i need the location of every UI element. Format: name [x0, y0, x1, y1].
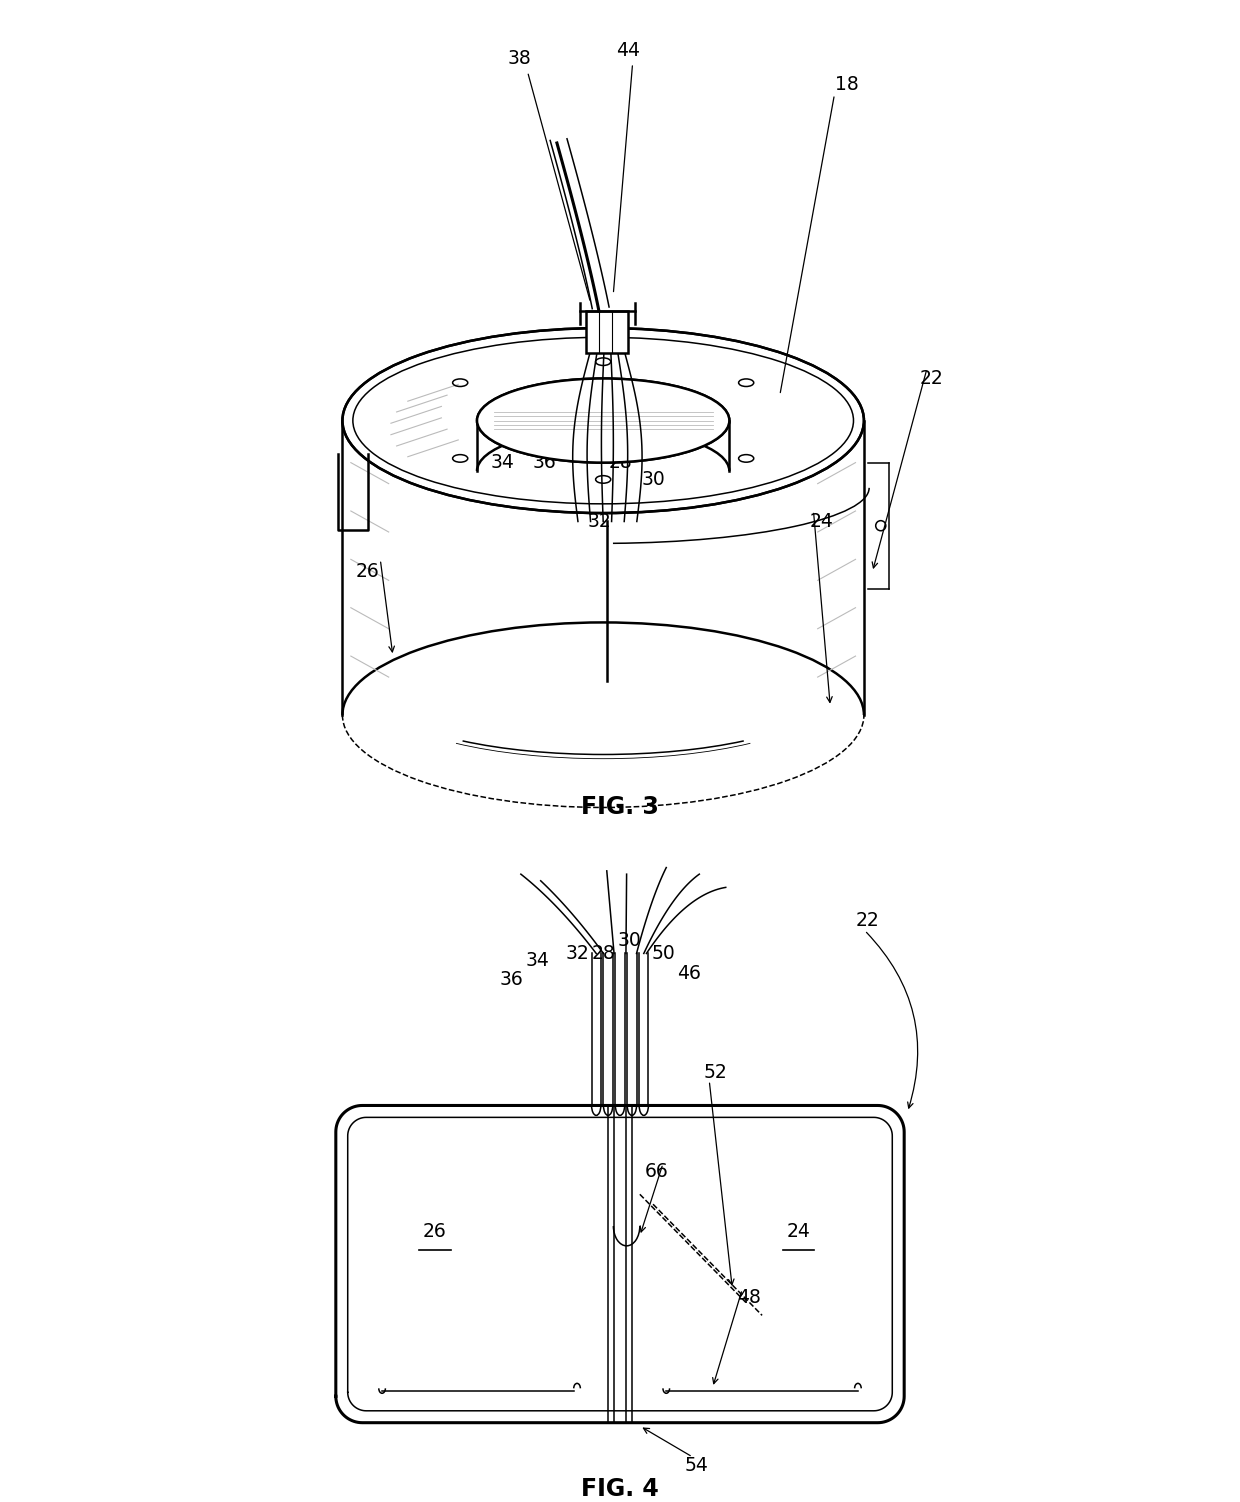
Text: 30: 30	[618, 931, 642, 949]
Text: 34: 34	[490, 454, 515, 472]
Text: 32: 32	[565, 943, 589, 963]
Text: 54: 54	[684, 1455, 708, 1475]
Text: 52: 52	[704, 1063, 728, 1081]
Ellipse shape	[342, 327, 864, 514]
Text: 36: 36	[498, 970, 523, 990]
Text: 66: 66	[645, 1163, 668, 1181]
Text: 46: 46	[677, 964, 702, 982]
Text: 22: 22	[856, 910, 879, 930]
Text: 24: 24	[810, 512, 833, 532]
Text: 18: 18	[836, 75, 859, 93]
Ellipse shape	[477, 379, 729, 463]
Text: 32: 32	[587, 512, 611, 532]
Text: FIG. 3: FIG. 3	[582, 796, 658, 820]
Text: 44: 44	[616, 41, 640, 60]
Ellipse shape	[477, 379, 729, 463]
Text: 34: 34	[526, 951, 549, 970]
Text: 48: 48	[737, 1287, 761, 1307]
Text: FIG. 4: FIG. 4	[582, 1476, 658, 1500]
Bar	[587, 311, 629, 353]
Text: 28: 28	[591, 943, 615, 963]
Text: 24: 24	[786, 1221, 811, 1241]
Text: 22: 22	[919, 369, 944, 388]
Text: 38: 38	[507, 50, 531, 69]
Text: 30: 30	[642, 470, 666, 490]
Text: 50: 50	[651, 943, 675, 963]
Text: 26: 26	[356, 562, 379, 581]
Text: 28: 28	[608, 454, 632, 472]
Text: 26: 26	[423, 1221, 446, 1241]
Text: 36: 36	[532, 454, 557, 472]
